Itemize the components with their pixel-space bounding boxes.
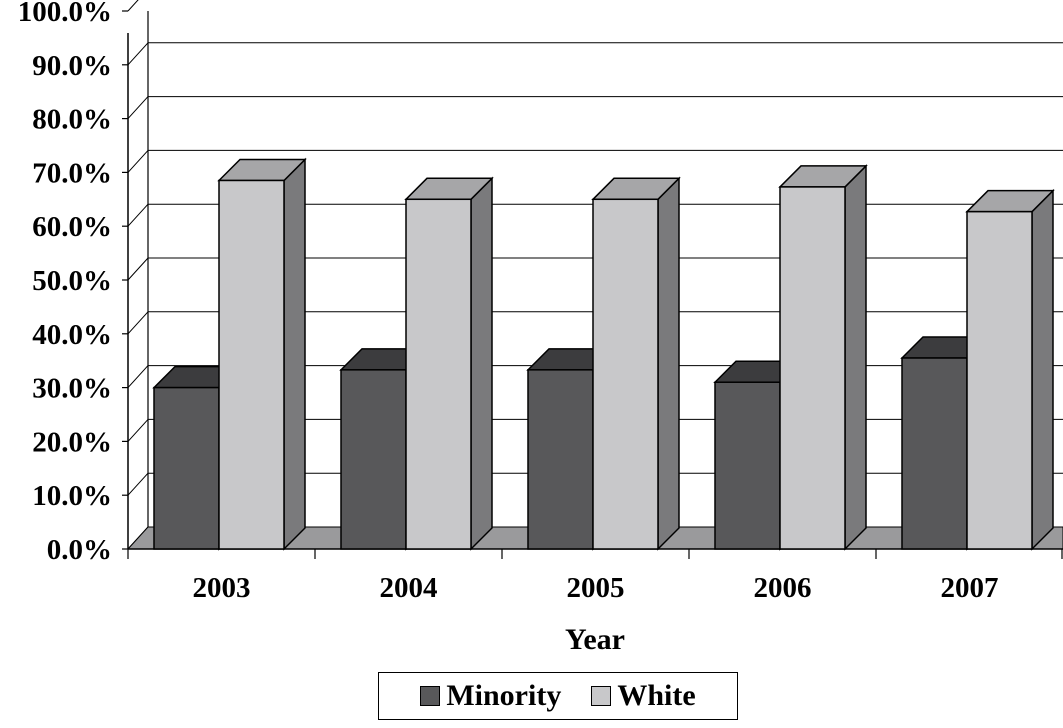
y-tick-label: 20.0% xyxy=(32,426,112,458)
legend-item-minority: Minority xyxy=(420,679,561,713)
bar-minority xyxy=(901,357,968,550)
bar-white xyxy=(779,186,846,550)
y-tick-label: 70.0% xyxy=(32,157,112,189)
bar-side-white xyxy=(470,176,493,551)
x-axis-label: Year xyxy=(565,623,625,656)
side-wall-gridline xyxy=(127,365,149,388)
side-wall-gridline xyxy=(127,150,149,173)
legend-label-white: White xyxy=(617,679,696,712)
side-wall-gridline xyxy=(127,472,149,496)
y-tick-label: 60.0% xyxy=(32,211,112,243)
side-wall-gridline xyxy=(127,203,149,227)
bar-white xyxy=(966,210,1033,550)
bar-white xyxy=(592,198,659,550)
legend-swatch-white xyxy=(591,686,612,706)
bar-white xyxy=(218,179,285,550)
bar-side-white xyxy=(283,157,306,551)
y-tick-label: 10.0% xyxy=(32,480,112,512)
bar-minority xyxy=(153,386,220,550)
x-tick-label: 2003 xyxy=(193,572,251,604)
y-tick-label: 90.0% xyxy=(32,50,112,82)
y-tick-label: 80.0% xyxy=(32,104,112,136)
bar-minority xyxy=(714,381,781,550)
bar-side-white xyxy=(1031,188,1054,551)
side-wall-gridline xyxy=(127,419,149,442)
x-tick-label: 2006 xyxy=(754,572,812,604)
legend-swatch-minority xyxy=(420,686,441,706)
x-tick-label: 2005 xyxy=(567,572,625,604)
y-tick-label: 50.0% xyxy=(32,265,112,297)
bar-minority xyxy=(340,369,407,550)
bar-minority xyxy=(527,369,594,550)
legend-label-minority: Minority xyxy=(446,679,562,712)
y-tick-label: 40.0% xyxy=(32,319,112,351)
bar-side-white xyxy=(657,176,680,551)
bar-side-white xyxy=(844,164,867,551)
side-wall-gridline xyxy=(127,96,149,119)
x-tick-label: 2007 xyxy=(941,572,999,604)
side-wall-gridline xyxy=(127,257,149,281)
x-tick-label: 2004 xyxy=(380,572,438,604)
legend: Minority White xyxy=(378,672,738,720)
side-wall-gridline xyxy=(127,311,149,335)
y-tick-label: 100.0% xyxy=(18,0,112,28)
bar-white xyxy=(405,198,472,550)
side-wall-gridline xyxy=(127,42,149,66)
legend-item-white: White xyxy=(591,679,696,713)
side-wall-gridline xyxy=(127,0,139,12)
y-tick-label: 0.0% xyxy=(47,534,112,566)
y-tick-label: 30.0% xyxy=(32,373,112,405)
